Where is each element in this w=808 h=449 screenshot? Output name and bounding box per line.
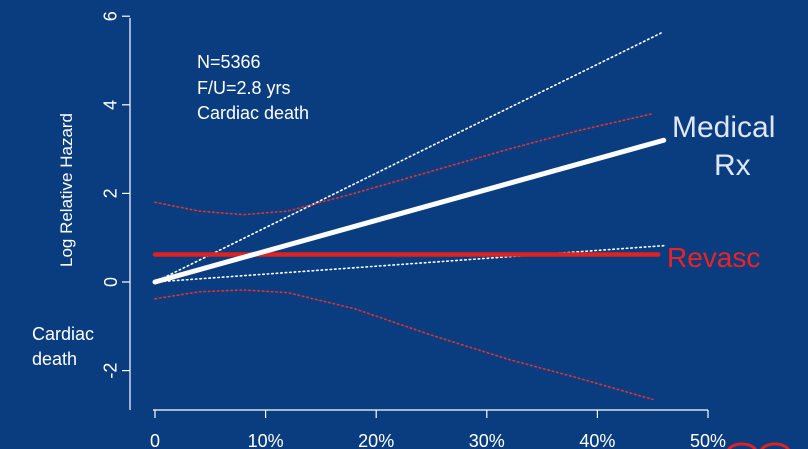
axes — [129, 18, 708, 411]
x-ticks: 0 10% 20% 30% 40% 50% — [150, 410, 726, 449]
confidence-band-line — [154, 289, 654, 401]
partial-logo — [727, 442, 790, 449]
series-label-medical: Medical Rx — [672, 111, 775, 182]
annotation-line-fu: F/U=2.8 yrs — [197, 78, 291, 98]
confidence-band-line — [154, 112, 654, 216]
x-tick-label: 20% — [358, 431, 394, 449]
series-label-revasc: Revasc — [667, 242, 760, 273]
series-label-medical-line-2: Rx — [714, 149, 751, 182]
annotation-line-endpoint: Cardiac death — [197, 103, 309, 123]
y-axis-title: Log Relative Hazard — [57, 113, 76, 267]
confidence-band-line — [154, 30, 665, 283]
side-label-line-2: death — [32, 349, 77, 369]
series-lines — [152, 137, 667, 285]
x-tick-label: 10% — [248, 431, 284, 449]
x-tick-label: 0 — [150, 431, 160, 449]
y-tick-label: 2 — [101, 188, 121, 198]
confidence-band-line — [154, 244, 665, 283]
side-label-line-1: Cardiac — [32, 324, 94, 344]
series-line-medical — [152, 137, 667, 285]
x-tick-label: 50% — [690, 431, 726, 449]
y-tick-label: -2 — [101, 363, 121, 379]
y-ticks: -2 0 2 4 6 — [101, 11, 130, 379]
annotation-line-n: N=5366 — [197, 52, 261, 72]
y-tick-label: 4 — [101, 100, 121, 110]
annotation-block: N=5366 F/U=2.8 yrs Cardiac death — [197, 52, 309, 123]
x-tick-label: 30% — [469, 431, 505, 449]
x-tick-label: 40% — [579, 431, 615, 449]
confidence-bands — [154, 30, 665, 401]
side-label: Cardiac death — [32, 324, 94, 369]
y-tick-label: 0 — [101, 277, 121, 287]
y-tick-label: 6 — [101, 11, 121, 21]
series-label-medical-line-1: Medical — [672, 111, 775, 144]
